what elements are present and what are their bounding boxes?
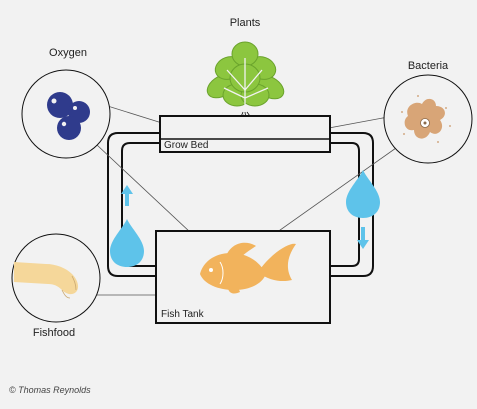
- plants-label: Plants: [229, 17, 261, 29]
- fishfood-circle: [11, 233, 101, 323]
- water-flow: [110, 170, 380, 267]
- fish-tank-label: Fish Tank: [161, 309, 204, 320]
- fish-tail: [258, 243, 296, 282]
- fish-body: [200, 252, 266, 290]
- oxygen-bubbles-icon: [47, 92, 90, 140]
- fish-gill: [219, 261, 224, 285]
- bacteria-specks: [401, 95, 451, 143]
- oxygen-circle: [21, 69, 111, 159]
- credit-text: © Thomas Reynolds: [9, 385, 91, 395]
- goldfish-illustration: [200, 242, 296, 294]
- arrow-down-icon: [357, 227, 369, 249]
- arrow-up-icon: [121, 185, 133, 206]
- fish-eye: [209, 268, 213, 272]
- hand-icon: [14, 262, 79, 295]
- pipe-loop: [107, 132, 374, 277]
- grow-bed-box: [159, 115, 331, 153]
- oxygen-label: Oxygen: [49, 47, 87, 59]
- bacteria-label: Bacteria: [407, 60, 449, 72]
- water-drop-left: [110, 219, 144, 267]
- fishfood-label: Fishfood: [32, 327, 76, 339]
- water-drop-right: [346, 170, 380, 218]
- plant-veins: [223, 58, 269, 106]
- grow-bed-label: Grow Bed: [164, 140, 209, 151]
- bacteria-circle: [383, 74, 473, 164]
